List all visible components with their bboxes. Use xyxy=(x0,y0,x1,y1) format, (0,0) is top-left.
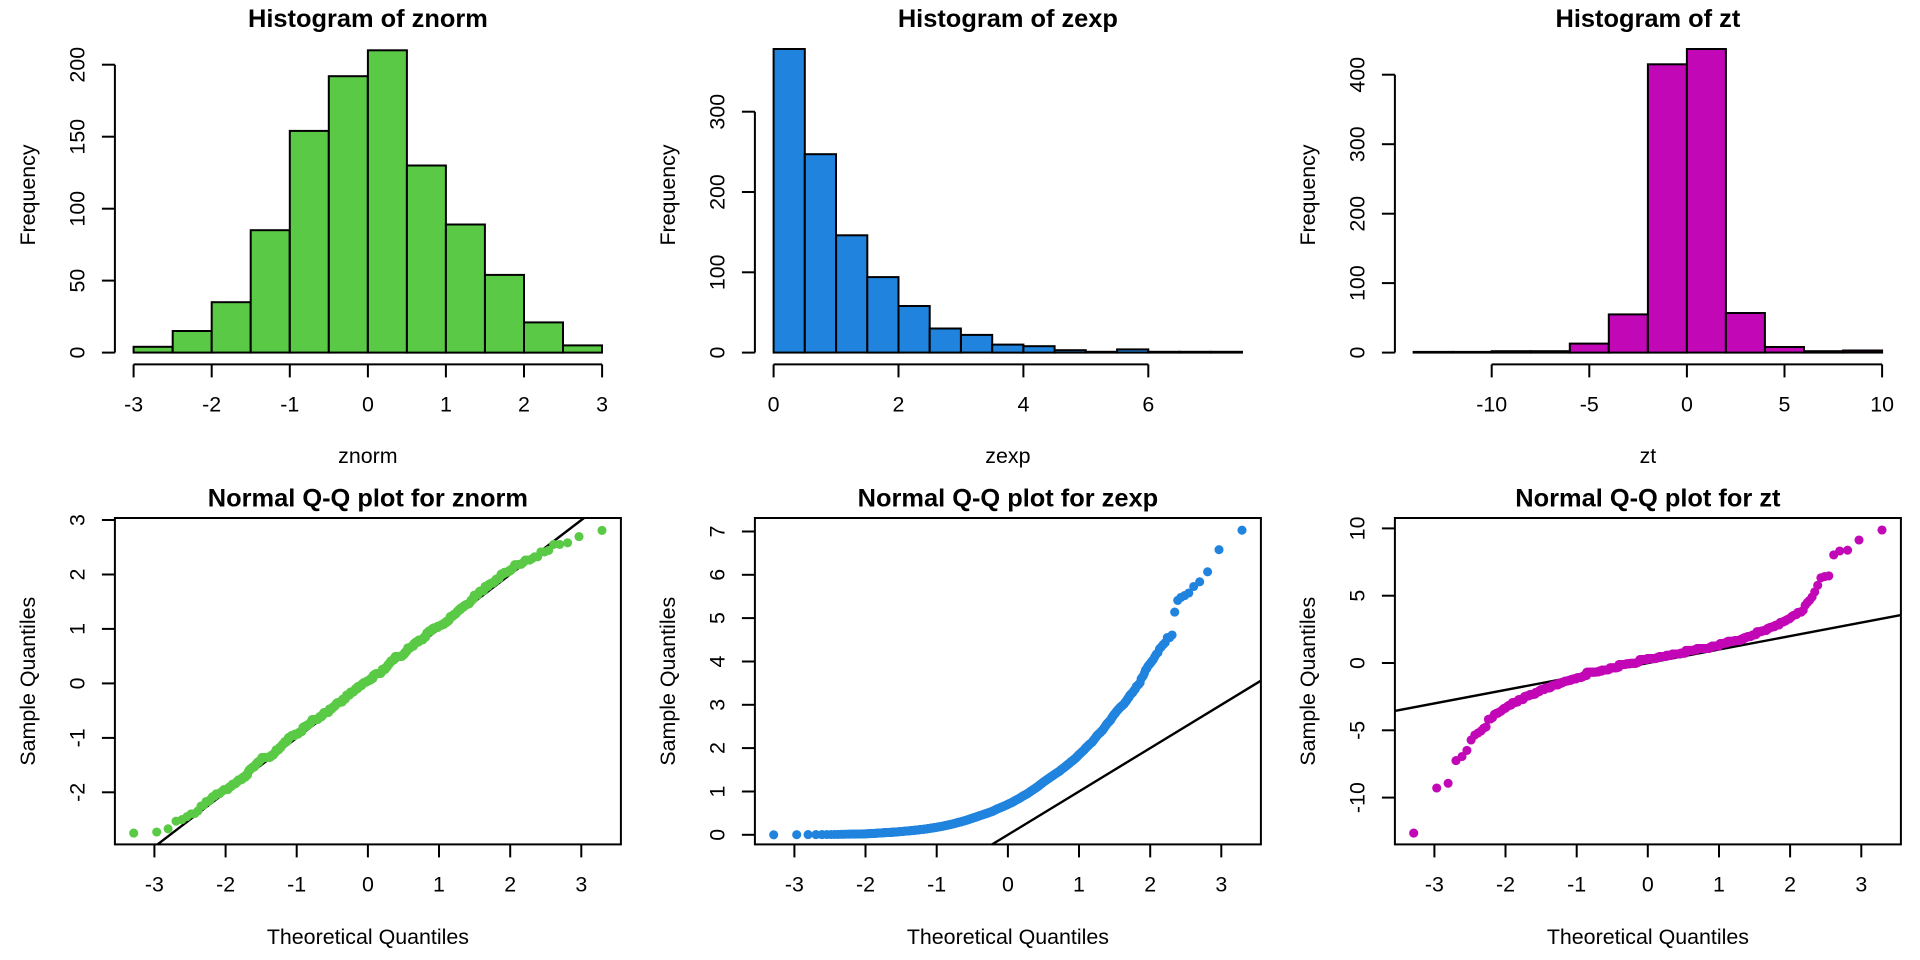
svg-text:Normal Q-Q plot for zt: Normal Q-Q plot for zt xyxy=(1515,485,1781,513)
svg-text:6: 6 xyxy=(1142,392,1154,416)
svg-text:-2: -2 xyxy=(216,872,235,896)
svg-text:2: 2 xyxy=(893,392,905,416)
svg-text:-10: -10 xyxy=(1476,392,1507,416)
svg-text:4: 4 xyxy=(706,655,730,667)
svg-text:Sample Quantiles: Sample Quantiles xyxy=(1296,597,1320,766)
svg-text:0: 0 xyxy=(1642,872,1654,896)
svg-text:Normal Q-Q plot for znorm: Normal Q-Q plot for znorm xyxy=(208,485,528,513)
svg-text:-3: -3 xyxy=(124,392,143,416)
svg-text:zt: zt xyxy=(1640,444,1657,468)
svg-text:-3: -3 xyxy=(785,872,804,896)
svg-text:100: 100 xyxy=(706,254,730,290)
svg-text:10: 10 xyxy=(1346,516,1370,540)
svg-text:znorm: znorm xyxy=(338,444,397,468)
svg-text:200: 200 xyxy=(706,174,730,210)
svg-text:5: 5 xyxy=(706,612,730,624)
svg-text:Normal Q-Q plot for zexp: Normal Q-Q plot for zexp xyxy=(858,485,1158,513)
svg-text:-10: -10 xyxy=(1346,782,1370,813)
svg-text:1: 1 xyxy=(706,786,730,798)
svg-text:7: 7 xyxy=(706,526,730,538)
svg-text:0: 0 xyxy=(706,347,730,359)
svg-text:50: 50 xyxy=(66,269,90,293)
svg-text:-1: -1 xyxy=(1567,872,1586,896)
svg-text:1: 1 xyxy=(66,623,90,635)
svg-text:0: 0 xyxy=(1002,872,1014,896)
svg-text:150: 150 xyxy=(66,119,90,155)
svg-text:3: 3 xyxy=(66,514,90,526)
svg-text:-3: -3 xyxy=(145,872,164,896)
svg-text:1: 1 xyxy=(433,872,445,896)
svg-text:3: 3 xyxy=(1215,872,1227,896)
svg-text:zexp: zexp xyxy=(985,444,1030,468)
svg-text:2: 2 xyxy=(518,392,530,416)
svg-text:-2: -2 xyxy=(202,392,221,416)
svg-text:0: 0 xyxy=(66,347,90,359)
svg-text:0: 0 xyxy=(768,392,780,416)
svg-text:Frequency: Frequency xyxy=(1296,144,1320,245)
svg-text:5: 5 xyxy=(1346,590,1370,602)
svg-text:0: 0 xyxy=(1681,392,1693,416)
svg-text:1: 1 xyxy=(440,392,452,416)
svg-text:Histogram of znorm: Histogram of znorm xyxy=(248,5,488,33)
svg-text:-2: -2 xyxy=(66,783,90,802)
svg-text:400: 400 xyxy=(1346,57,1370,93)
svg-text:1: 1 xyxy=(1073,872,1085,896)
svg-text:6: 6 xyxy=(706,569,730,581)
svg-text:-5: -5 xyxy=(1346,721,1370,740)
svg-text:3: 3 xyxy=(575,872,587,896)
svg-text:3: 3 xyxy=(596,392,608,416)
svg-text:Frequency: Frequency xyxy=(16,144,40,245)
svg-text:-1: -1 xyxy=(280,392,299,416)
svg-text:-1: -1 xyxy=(66,728,90,747)
svg-text:Sample Quantiles: Sample Quantiles xyxy=(16,597,40,766)
svg-text:300: 300 xyxy=(706,94,730,130)
svg-text:Theoretical Quantiles: Theoretical Quantiles xyxy=(1547,925,1749,949)
svg-text:Sample Quantiles: Sample Quantiles xyxy=(656,597,680,766)
svg-text:-2: -2 xyxy=(1496,872,1515,896)
svg-text:0: 0 xyxy=(66,677,90,689)
svg-text:-1: -1 xyxy=(927,872,946,896)
svg-text:0: 0 xyxy=(1346,347,1370,359)
svg-text:100: 100 xyxy=(66,191,90,227)
svg-text:-5: -5 xyxy=(1580,392,1599,416)
svg-text:0: 0 xyxy=(362,872,374,896)
svg-text:2: 2 xyxy=(706,742,730,754)
svg-text:Histogram of zexp: Histogram of zexp xyxy=(898,5,1118,33)
svg-text:2: 2 xyxy=(1144,872,1156,896)
svg-text:5: 5 xyxy=(1779,392,1791,416)
svg-text:Theoretical Quantiles: Theoretical Quantiles xyxy=(267,925,469,949)
svg-text:1: 1 xyxy=(1713,872,1725,896)
svg-text:0: 0 xyxy=(1346,657,1370,669)
svg-text:-2: -2 xyxy=(856,872,875,896)
svg-text:200: 200 xyxy=(66,47,90,83)
svg-text:2: 2 xyxy=(504,872,516,896)
svg-text:100: 100 xyxy=(1346,265,1370,301)
svg-text:10: 10 xyxy=(1870,392,1894,416)
svg-text:0: 0 xyxy=(362,392,374,416)
svg-text:Histogram of zt: Histogram of zt xyxy=(1556,5,1741,33)
svg-text:-1: -1 xyxy=(287,872,306,896)
svg-text:200: 200 xyxy=(1346,196,1370,232)
svg-text:300: 300 xyxy=(1346,126,1370,162)
svg-text:4: 4 xyxy=(1017,392,1029,416)
svg-text:-3: -3 xyxy=(1425,872,1444,896)
svg-text:0: 0 xyxy=(706,829,730,841)
svg-text:2: 2 xyxy=(66,569,90,581)
svg-text:Frequency: Frequency xyxy=(656,144,680,245)
svg-text:Theoretical Quantiles: Theoretical Quantiles xyxy=(907,925,1109,949)
svg-text:3: 3 xyxy=(1855,872,1867,896)
svg-text:3: 3 xyxy=(706,699,730,711)
svg-text:2: 2 xyxy=(1784,872,1796,896)
